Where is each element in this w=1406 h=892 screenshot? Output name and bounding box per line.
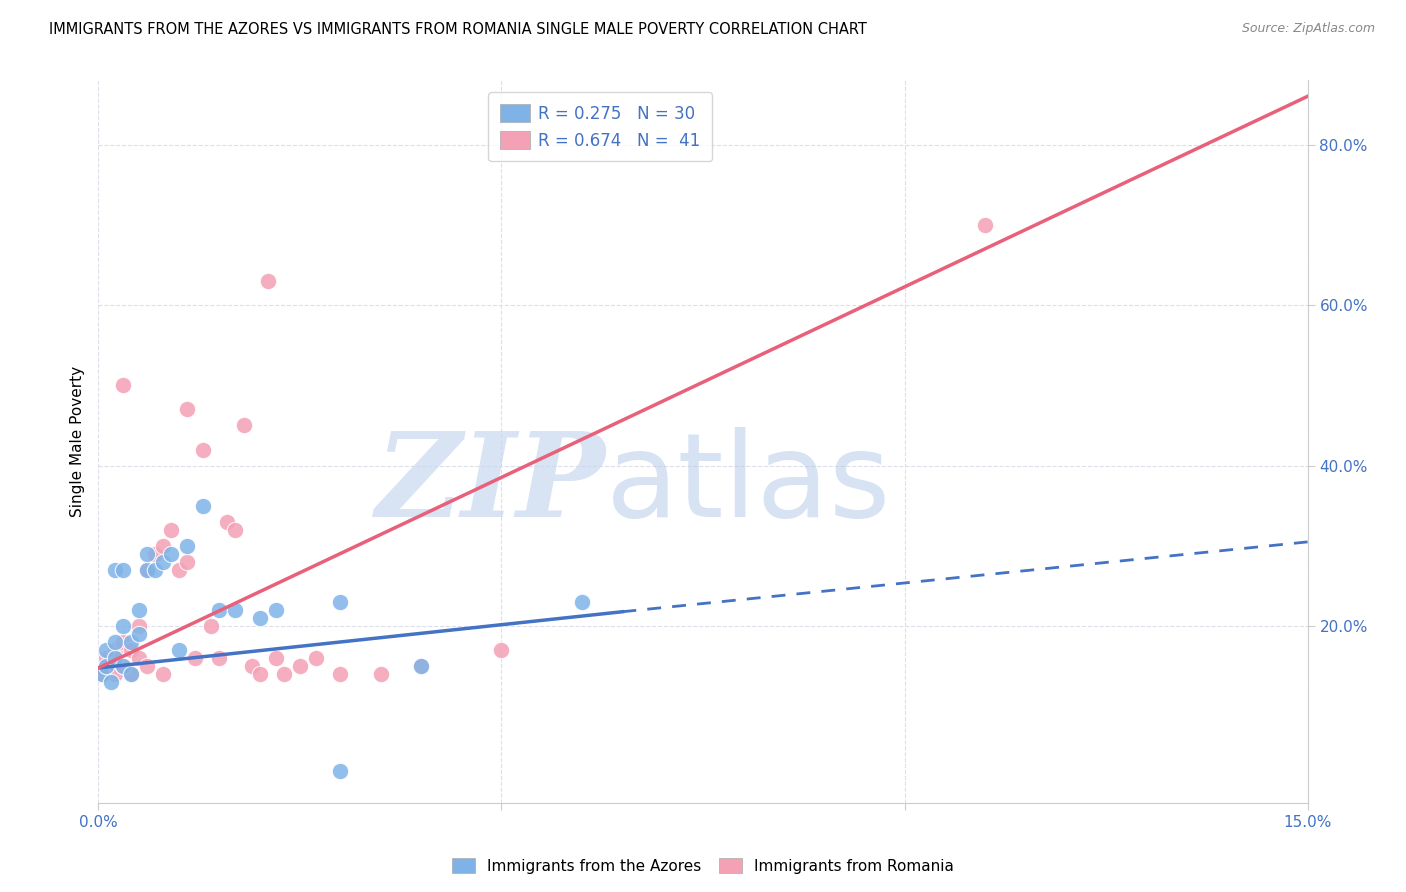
- Point: [288, 659, 311, 673]
- Point: [167, 563, 190, 577]
- Point: [160, 547, 183, 561]
- Point: [160, 523, 183, 537]
- Point: [135, 563, 157, 577]
- Point: [96, 643, 118, 657]
- Text: Source: ZipAtlas.com: Source: ZipAtlas.com: [1241, 22, 1375, 36]
- Point: [409, 659, 432, 673]
- Point: [96, 659, 118, 673]
- Point: [103, 651, 125, 665]
- Legend: Immigrants from the Azores, Immigrants from Romania: Immigrants from the Azores, Immigrants f…: [446, 852, 960, 880]
- Y-axis label: Single Male Poverty: Single Male Poverty: [69, 366, 84, 517]
- Point: [184, 651, 207, 665]
- Point: [193, 442, 215, 457]
- Point: [120, 635, 142, 649]
- Point: [167, 643, 190, 657]
- Point: [240, 659, 263, 673]
- Point: [135, 547, 157, 561]
- Point: [103, 563, 125, 577]
- Point: [152, 555, 174, 569]
- Point: [249, 611, 271, 625]
- Point: [96, 659, 118, 673]
- Text: atlas: atlas: [606, 427, 891, 542]
- Point: [974, 218, 997, 232]
- Point: [103, 651, 125, 665]
- Point: [152, 539, 174, 553]
- Point: [208, 603, 231, 617]
- Point: [200, 619, 222, 633]
- Point: [128, 619, 150, 633]
- Point: [120, 643, 142, 657]
- Point: [103, 643, 125, 657]
- Point: [249, 667, 271, 681]
- Point: [264, 651, 287, 665]
- Point: [111, 659, 134, 673]
- Point: [193, 499, 215, 513]
- Point: [128, 627, 150, 641]
- Point: [224, 603, 246, 617]
- Point: [232, 418, 254, 433]
- Point: [305, 651, 328, 665]
- Point: [143, 563, 166, 577]
- Point: [217, 515, 239, 529]
- Point: [111, 619, 134, 633]
- Legend: R = 0.275   N = 30, R = 0.674   N =  41: R = 0.275 N = 30, R = 0.674 N = 41: [488, 92, 713, 161]
- Point: [224, 523, 246, 537]
- Point: [128, 603, 150, 617]
- Point: [128, 651, 150, 665]
- Point: [96, 651, 118, 665]
- Point: [91, 667, 114, 681]
- Point: [370, 667, 392, 681]
- Text: IMMIGRANTS FROM THE AZORES VS IMMIGRANTS FROM ROMANIA SINGLE MALE POVERTY CORREL: IMMIGRANTS FROM THE AZORES VS IMMIGRANTS…: [49, 22, 868, 37]
- Point: [120, 667, 142, 681]
- Point: [491, 643, 513, 657]
- Point: [111, 635, 134, 649]
- Point: [273, 667, 295, 681]
- Point: [409, 659, 432, 673]
- Point: [135, 563, 157, 577]
- Point: [571, 595, 593, 609]
- Point: [120, 667, 142, 681]
- Point: [103, 635, 125, 649]
- Point: [329, 764, 352, 778]
- Point: [264, 603, 287, 617]
- Point: [143, 547, 166, 561]
- Point: [256, 274, 278, 288]
- Point: [152, 667, 174, 681]
- Point: [91, 667, 114, 681]
- Point: [208, 651, 231, 665]
- Point: [176, 402, 198, 417]
- Point: [135, 659, 157, 673]
- Point: [111, 659, 134, 673]
- Point: [111, 563, 134, 577]
- Point: [111, 378, 134, 392]
- Point: [176, 555, 198, 569]
- Text: ZIP: ZIP: [377, 427, 606, 542]
- Point: [100, 675, 122, 690]
- Point: [103, 667, 125, 681]
- Point: [329, 667, 352, 681]
- Point: [176, 539, 198, 553]
- Point: [329, 595, 352, 609]
